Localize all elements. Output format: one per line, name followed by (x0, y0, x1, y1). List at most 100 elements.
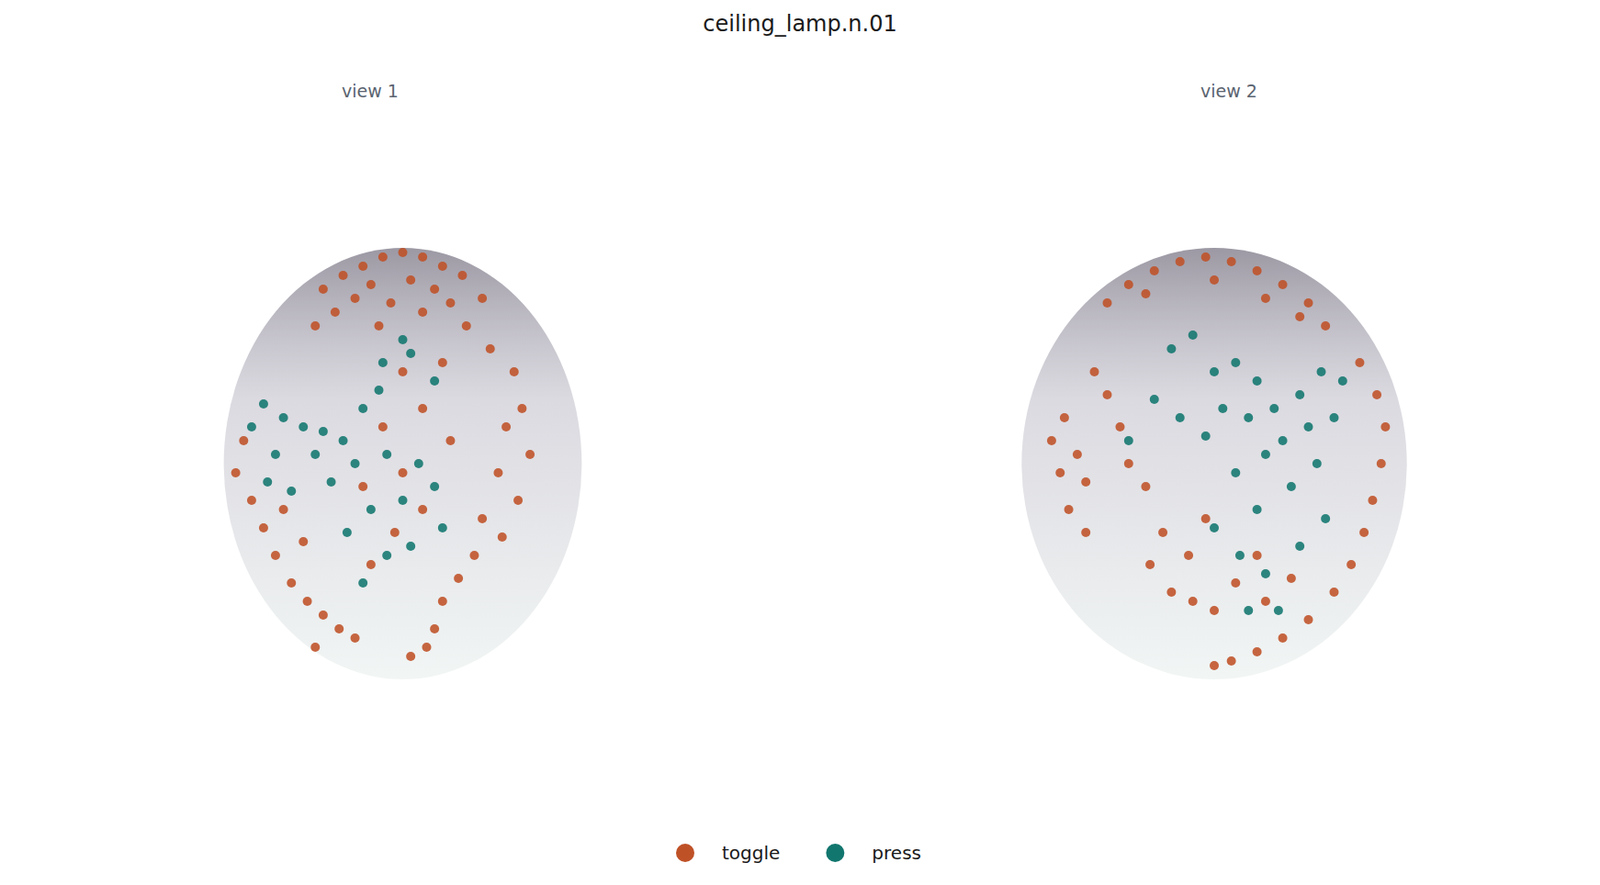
point (270, 450, 281, 460)
point (350, 633, 361, 643)
point (382, 551, 392, 561)
point (1217, 404, 1228, 414)
point (1081, 477, 1091, 487)
point (1273, 606, 1284, 616)
point (338, 436, 349, 446)
point (374, 321, 384, 331)
point (382, 450, 392, 460)
point (1209, 367, 1219, 377)
point (1209, 606, 1219, 616)
point (429, 624, 440, 634)
point (326, 477, 337, 487)
point (1329, 587, 1339, 598)
point (429, 376, 440, 386)
point (1320, 514, 1330, 524)
point (298, 537, 308, 547)
point (1329, 413, 1339, 423)
point (310, 321, 320, 331)
point (1047, 436, 1057, 446)
point (342, 528, 352, 538)
point (1230, 468, 1240, 478)
point (259, 399, 269, 409)
point (405, 541, 416, 552)
point (358, 404, 368, 414)
point (453, 574, 463, 584)
point (303, 597, 313, 607)
panel-title: view 2 (1200, 80, 1258, 102)
legend-marker (825, 844, 845, 863)
point (1166, 587, 1176, 598)
point (398, 495, 408, 506)
point (429, 482, 440, 492)
point (501, 422, 511, 432)
point (497, 532, 508, 542)
point (1278, 633, 1288, 643)
point (298, 422, 308, 432)
point (1359, 528, 1369, 538)
point (1188, 597, 1198, 607)
point (485, 344, 496, 354)
point (358, 578, 368, 588)
point (1081, 528, 1091, 538)
point (405, 652, 416, 662)
title: ceiling_lamp.n.01 (702, 11, 897, 37)
point (1103, 390, 1113, 400)
legend-label: press (871, 842, 922, 865)
panel-title: view 1 (341, 80, 399, 102)
point (1158, 528, 1168, 538)
point (1252, 266, 1262, 276)
marks (231, 247, 535, 662)
point (405, 349, 416, 359)
point (1140, 482, 1150, 492)
point (1103, 298, 1113, 308)
point (438, 523, 448, 533)
point (1317, 367, 1327, 377)
point (259, 523, 269, 533)
point (513, 495, 523, 506)
point (421, 642, 431, 653)
point (1175, 413, 1185, 423)
point (1252, 551, 1262, 561)
point (247, 422, 257, 432)
point (1230, 358, 1240, 368)
point (1295, 390, 1305, 400)
point (509, 367, 519, 377)
point (1209, 523, 1219, 533)
point (1209, 661, 1219, 671)
point (1064, 505, 1074, 515)
point (1201, 431, 1211, 441)
point (1286, 482, 1296, 492)
point (1124, 436, 1134, 446)
point (1145, 560, 1155, 570)
point (1261, 450, 1271, 460)
point (1295, 312, 1305, 322)
point (318, 610, 328, 620)
point (1252, 647, 1262, 657)
point (330, 307, 340, 317)
point (417, 307, 428, 317)
point (438, 597, 448, 607)
point (438, 261, 448, 271)
point (1367, 495, 1377, 506)
point (1278, 436, 1288, 446)
point (247, 495, 257, 506)
point (417, 252, 428, 262)
point (477, 514, 487, 524)
point (1278, 280, 1288, 290)
point (1252, 376, 1262, 386)
point (1304, 298, 1314, 308)
point (386, 298, 396, 308)
panel: view 1 (224, 80, 583, 680)
point (1227, 656, 1237, 666)
point (1295, 541, 1305, 552)
point (378, 358, 388, 368)
point (1269, 404, 1279, 414)
point (1261, 293, 1271, 304)
point (279, 413, 289, 423)
point (1188, 330, 1198, 340)
point (1286, 574, 1296, 584)
point (1175, 257, 1185, 267)
point (1166, 344, 1176, 354)
point (310, 450, 320, 460)
point (350, 459, 361, 469)
